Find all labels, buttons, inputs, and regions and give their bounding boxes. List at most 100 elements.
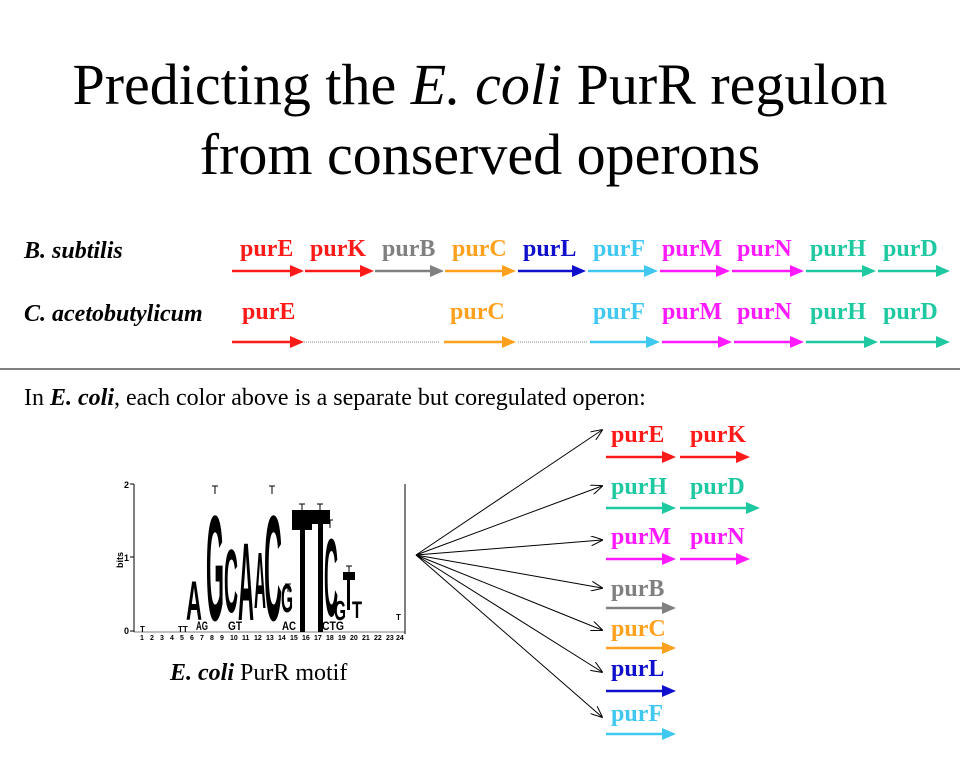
species-label-c-acetobutylicum: C. acetobutylicum <box>24 301 203 327</box>
bsub-gene-purD: purD <box>883 236 938 262</box>
bsub-arrow-purK <box>305 265 374 277</box>
svg-text:20: 20 <box>350 635 358 642</box>
svg-text:T: T <box>396 613 401 622</box>
motif-caption: E. coli PurR motif <box>170 660 348 686</box>
ecoli-gene-purN: purN <box>690 524 745 550</box>
ecoli-gene-purK: purK <box>690 422 747 448</box>
reg-arrow-purB <box>415 554 602 588</box>
bsub-gene-purN: purN <box>737 236 792 262</box>
svg-text:6: 6 <box>190 635 194 642</box>
ecoli-arrow-purC <box>606 642 676 654</box>
logo-error-bars <box>212 485 352 592</box>
cace-operon-arrows <box>232 336 950 348</box>
svg-text:G: G <box>281 577 293 621</box>
bsub-arrow-purM <box>660 265 730 277</box>
svg-text:15: 15 <box>290 635 298 642</box>
bsub-gene-purC: purC <box>452 236 507 262</box>
coregulation-caption: In E. coli, each color above is a separa… <box>24 385 646 411</box>
ecoli-arrow-purM <box>606 553 676 565</box>
logo-ytick-1: 1 <box>124 553 129 563</box>
ecoli-gene-purD: purD <box>690 474 745 500</box>
svg-text:8: 8 <box>210 635 214 642</box>
svg-text:T: T <box>352 597 362 624</box>
svg-text:23: 23 <box>386 635 394 642</box>
reg-arrow-purC <box>415 554 602 630</box>
title-species: E. coli <box>410 52 563 117</box>
reg-arrow-purEK <box>415 430 602 556</box>
logo-ytick-0: 0 <box>124 626 129 636</box>
reg-arrow-purMN <box>415 540 602 556</box>
cace-arrow-purN <box>734 336 804 348</box>
cace-gene-purM: purM <box>662 299 722 325</box>
cace-gene-purH: purH <box>810 299 867 325</box>
slide-title: Predicting the E. coli PurR regulon from… <box>0 50 960 190</box>
cace-gene-purC: purC <box>450 299 505 325</box>
reg-arrow-purL <box>415 554 602 672</box>
bsub-gene-purH: purH <box>810 236 867 262</box>
reg-arrow-purHD <box>415 486 602 556</box>
bsub-gene-purE: purE <box>240 236 294 262</box>
caption-species: E. coli <box>50 385 114 411</box>
cace-arrow-purF <box>590 336 660 348</box>
cace-arrow-purC <box>444 336 516 348</box>
bsub-arrow-purL <box>518 265 586 277</box>
svg-text:G: G <box>334 595 346 626</box>
svg-text:C: C <box>324 517 338 640</box>
title-text-post: PurR regulon <box>576 52 888 117</box>
ecoli-gene-purH: purH <box>611 474 668 500</box>
svg-text:CTG: CTG <box>322 619 344 633</box>
svg-text:C: C <box>264 484 282 652</box>
svg-text:9: 9 <box>220 635 224 642</box>
bsub-gene-purF: purF <box>593 236 646 262</box>
ecoli-arrow-purN <box>680 553 750 565</box>
svg-text:10: 10 <box>230 635 238 642</box>
cace-gene-purF: purF <box>593 299 646 325</box>
svg-text:14: 14 <box>278 635 286 642</box>
ecoli-arrow-purK <box>680 451 750 463</box>
title-line-2: from conserved operons <box>199 122 761 187</box>
svg-text:G: G <box>206 484 224 652</box>
svg-text:22: 22 <box>374 635 382 642</box>
title-line-1: Predicting the E. coli PurR regulon <box>0 50 960 120</box>
svg-text:A: A <box>238 521 254 644</box>
ecoli-arrow-purD <box>680 502 760 514</box>
bsub-gene-purK: purK <box>310 236 367 262</box>
svg-text:16: 16 <box>302 635 310 642</box>
bsub-arrow-purN <box>732 265 804 277</box>
cace-arrow-purE <box>232 336 304 348</box>
ecoli-arrow-purF <box>606 728 676 740</box>
ecoli-arrow-purB <box>606 602 676 614</box>
ecoli-gene-purF: purF <box>611 701 664 727</box>
bsub-gene-purM: purM <box>662 236 722 262</box>
cace-gene-purN: purN <box>737 299 792 325</box>
ecoli-gene-purE: purE <box>611 422 665 448</box>
svg-text:1: 1 <box>140 635 144 642</box>
svg-text:AG: AG <box>196 619 208 633</box>
svg-text:19: 19 <box>338 635 346 642</box>
logo-ytick-2: 2 <box>124 480 129 490</box>
svg-text:A: A <box>186 569 202 632</box>
ecoli-gene-purC: purC <box>611 616 666 642</box>
ecoli-gene-purM: purM <box>611 524 671 550</box>
bsub-arrow-purH <box>806 265 876 277</box>
svg-text:7: 7 <box>200 635 204 642</box>
cace-gene-purE: purE <box>242 299 296 325</box>
bsub-arrow-purB <box>375 265 444 277</box>
bsub-arrow-purF <box>588 265 658 277</box>
bsub-gene-purB: purB <box>382 236 436 262</box>
bsub-arrow-purC <box>445 265 516 277</box>
svg-text:11: 11 <box>242 635 250 642</box>
purr-motif-logo: 2 1 0 bits A G C A A C G C G T AG GT A <box>115 480 406 652</box>
svg-text:17: 17 <box>314 635 322 642</box>
cace-arrow-purM <box>662 336 732 348</box>
svg-text:2: 2 <box>150 635 154 642</box>
motif-caption-species: E. coli <box>170 660 234 686</box>
logo-letters: A G C A A C G C G T AG GT AC CTG T TT T <box>140 484 401 652</box>
ecoli-gene-purL: purL <box>611 656 665 682</box>
bsub-arrow-purD <box>878 265 950 277</box>
bsub-operon-arrows <box>232 265 950 277</box>
svg-text:GT: GT <box>228 619 243 633</box>
svg-text:5: 5 <box>180 635 184 642</box>
